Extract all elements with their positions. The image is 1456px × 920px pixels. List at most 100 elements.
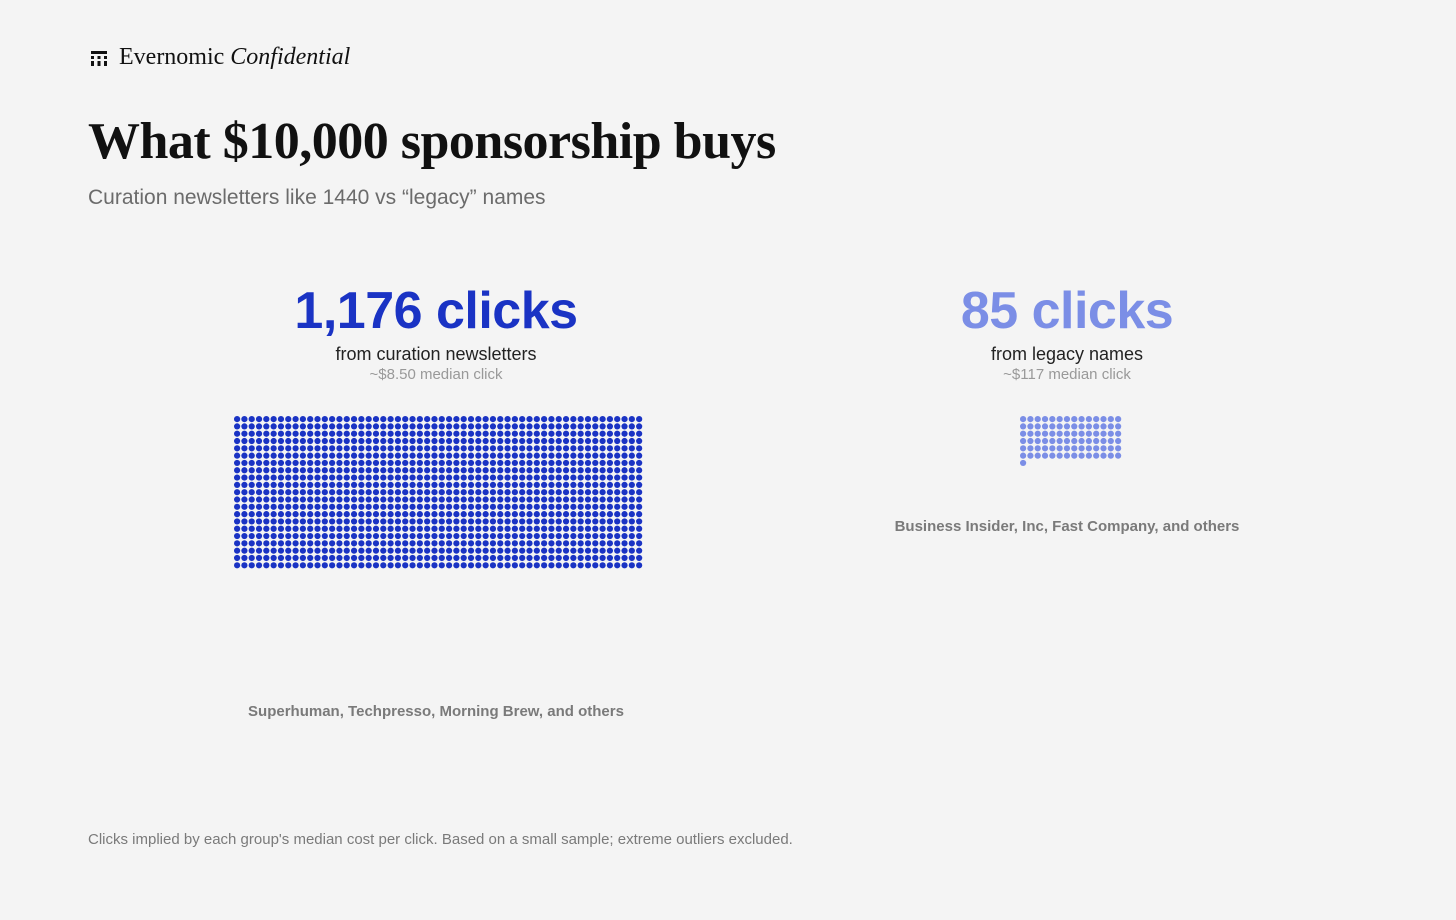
curation-click-dot [372,554,380,562]
curation-click-dot [628,547,635,554]
legacy-click-dot [1027,430,1034,437]
curation-click-dot [482,437,489,445]
curation-click-dot [614,437,621,445]
curation-click-dot [636,503,643,510]
curation-click-dot [241,540,248,547]
curation-click-dot [526,481,533,488]
curation-click-dot [584,496,592,503]
curation-click-dot [299,540,306,547]
curation-click-dot [606,459,614,467]
legacy-click-dot [1041,416,1049,423]
legacy-click-dot [1027,452,1034,459]
curation-click-dot [519,467,526,474]
curation-click-dot [606,474,614,481]
page-subtitle: Curation newsletters like 1440 vs “legac… [88,186,546,209]
curation-click-dot [482,554,489,562]
curation-click-dot [241,525,248,532]
curation-click-dot [431,511,438,518]
curation-click-dot [504,423,511,430]
brand-wordmark: Evernomic Confidential [119,44,350,71]
legacy-click-dot [1063,416,1071,423]
curation-click-dot [241,423,248,430]
curation-click-dot [541,525,548,532]
curation-click-dot [606,496,614,503]
curation-click-dot [570,452,577,459]
curation-click-dot [519,540,526,547]
curation-click-dot [394,518,402,525]
legacy-group: 85 clicks from legacy names ~$117 median… [817,282,1317,384]
curation-click-dot [270,562,277,569]
curation-click-dot [621,532,628,540]
legacy-click-dot [1107,423,1114,430]
curation-click-dot [628,554,635,562]
curation-click-dot [255,452,263,459]
curation-click-dot [321,496,328,503]
curation-click-dot [350,459,358,467]
curation-click-dot [299,554,306,562]
curation-click-dot [241,562,248,569]
curation-click-dot [409,532,416,540]
legacy-click-dot [1020,437,1027,445]
curation-click-dot [255,474,263,481]
curation-click-dot [321,467,328,474]
curation-click-dot [285,474,292,481]
curation-click-dot [548,503,555,510]
curation-click-dot [299,437,306,445]
curation-click-dot [380,503,387,510]
curation-click-dot [482,445,489,452]
curation-click-dot [584,489,592,496]
curation-click-dot [372,540,380,547]
curation-click-dot [541,423,548,430]
curation-click-dot [555,503,562,510]
curation-click-dot [409,423,416,430]
curation-click-dot [307,481,314,488]
curation-click-dot [394,474,402,481]
curation-click-dot [263,525,270,532]
curation-click-dot [438,430,445,437]
curation-click-dot [248,496,255,503]
legacy-click-dot [1034,430,1041,437]
curation-click-dot [336,445,343,452]
curation-click-dot [497,416,504,423]
curation-click-dot [307,547,314,554]
curation-click-dot [592,445,599,452]
curation-click-dot [321,547,328,554]
curation-click-dot [314,554,321,562]
curation-click-dot [438,437,445,445]
curation-click-dot [241,445,248,452]
curation-click-dot [307,525,314,532]
curation-click-dot [299,518,306,525]
curation-click-dot [270,467,277,474]
curation-click-dot [599,437,606,445]
curation-click-dot [570,562,577,569]
curation-click-dot [497,554,504,562]
curation-click-dot [504,518,511,525]
curation-median-click: ~$8.50 median click [369,366,503,383]
curation-click-dot [628,437,635,445]
curation-click-dot [562,503,570,510]
curation-click-dot [584,532,592,540]
curation-click-dot [482,423,489,430]
curation-click-dot [343,437,350,445]
curation-click-dot [424,554,431,562]
curation-click-dot [277,518,285,525]
curation-click-dot [372,489,380,496]
curation-click-dot [482,547,489,554]
curation-click-dot [234,540,241,547]
legacy-click-dot [1100,437,1107,445]
curation-click-dot [467,547,475,554]
curation-click-dot [314,474,321,481]
curation-click-dot [285,467,292,474]
curation-click-dot [453,416,460,423]
curation-click-dot [409,430,416,437]
curation-click-dot [497,481,504,488]
curation-click-dot [628,459,635,467]
curation-click-dot [321,430,328,437]
curation-click-dot [621,554,628,562]
curation-click-dot [350,437,358,445]
curation-click-dot [255,481,263,488]
curation-click-dot [321,437,328,445]
curation-click-dot [533,423,540,430]
curation-click-dot [577,467,584,474]
curation-click-dot [387,467,394,474]
